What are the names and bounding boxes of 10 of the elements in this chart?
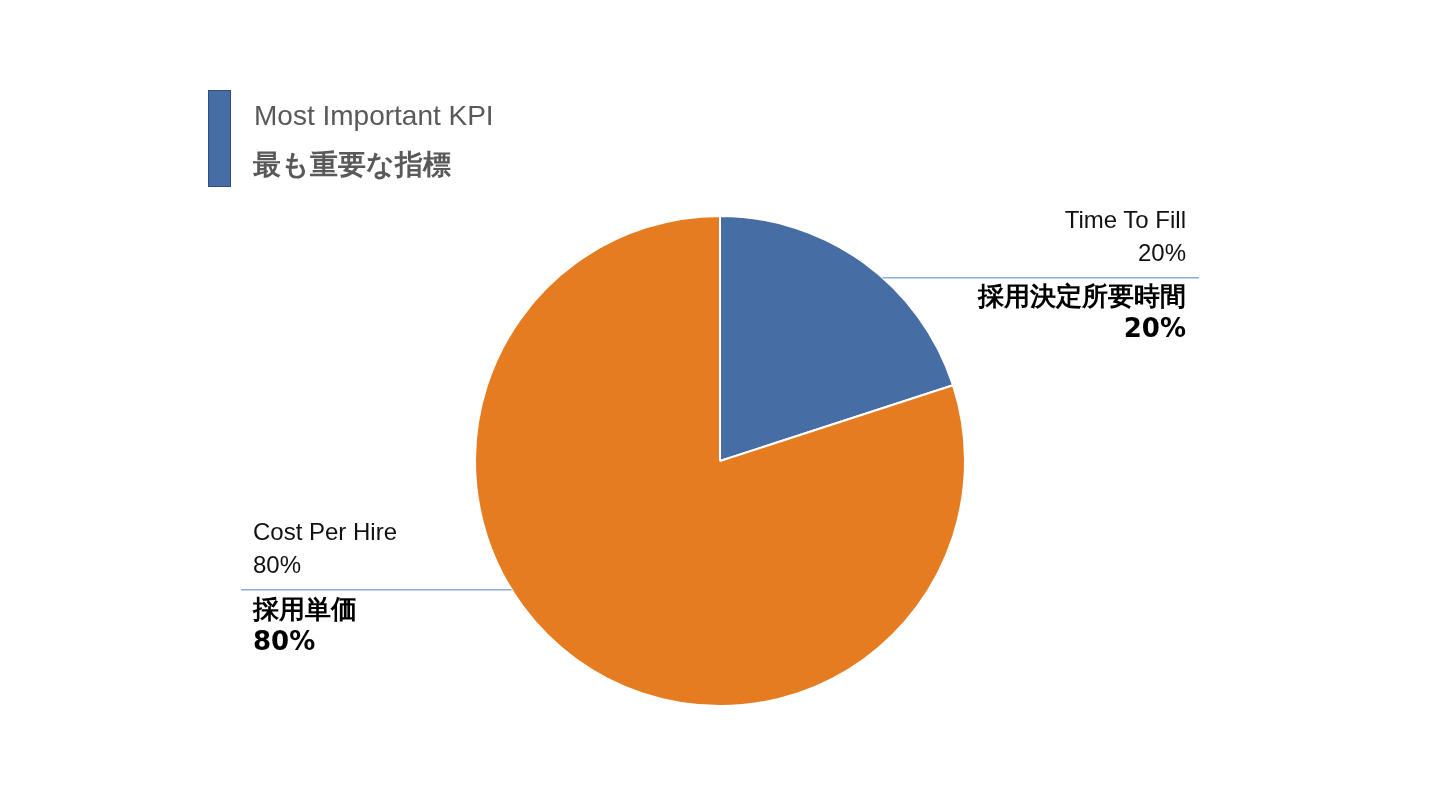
chart-subtitle: 最も重要な指標	[253, 147, 451, 183]
text: 20%	[1123, 313, 1186, 344]
data-label: 20%	[1137, 239, 1186, 267]
text: 採用決定所要時間	[977, 281, 1186, 312]
text: 採用単価	[252, 593, 357, 624]
chart-title: Most Important KPI	[254, 99, 494, 133]
slice-label: Cost Per Hire	[253, 518, 398, 546]
data-label: 80%	[253, 551, 302, 579]
slice-label: Time To Fill	[1064, 206, 1186, 234]
text: 80%	[253, 625, 316, 656]
